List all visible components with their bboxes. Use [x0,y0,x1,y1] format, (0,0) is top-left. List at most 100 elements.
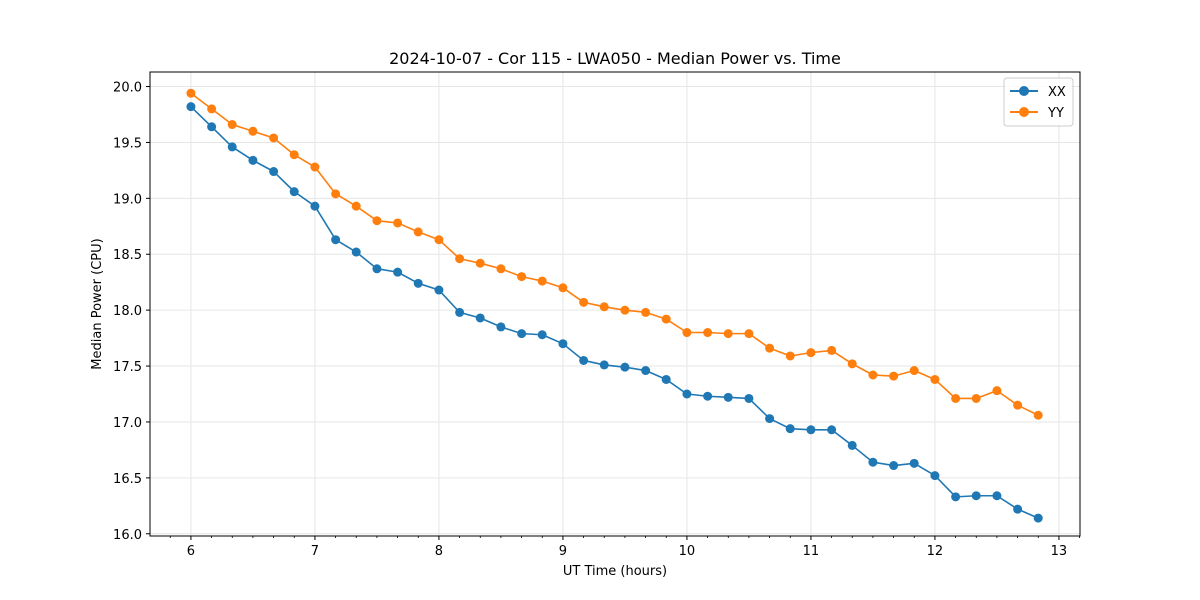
data-point-xx [393,267,403,277]
data-point-xx [186,102,196,112]
data-point-yy [496,264,506,274]
data-point-xx [372,264,382,274]
legend-label-xx: XX [1048,85,1066,100]
data-point-xx [744,393,754,403]
data-point-xx [723,392,733,402]
data-point-xx [455,307,465,317]
data-point-yy [289,150,299,160]
data-point-xx [289,187,299,197]
data-point-xx [310,201,320,211]
y-tick-label: 17.5 [113,360,142,375]
data-point-xx [930,471,940,481]
x-tick-label: 11 [803,544,820,559]
data-point-xx [661,374,671,384]
data-point-yy [723,329,733,339]
data-point-yy [517,272,527,282]
x-tick-label: 9 [559,544,567,559]
data-point-xx [599,360,609,370]
data-point-xx [868,457,878,467]
data-point-xx [889,461,899,471]
data-point-yy [703,328,713,338]
data-point-xx [475,313,485,323]
data-point-yy [889,371,899,381]
data-point-yy [620,305,630,315]
data-point-xx [951,492,961,502]
y-tick-label: 16.0 [113,528,142,543]
data-point-xx [1013,504,1023,514]
data-point-yy [1013,400,1023,410]
x-tick-label: 6 [187,544,195,559]
x-tick-label: 8 [435,544,443,559]
y-tick-label: 19.0 [113,192,142,207]
data-point-xx [641,366,651,376]
data-point-xx [248,155,258,165]
data-point-yy [310,162,320,172]
y-tick-label: 18.0 [113,304,142,319]
data-point-yy [806,348,816,358]
grid-lines [150,72,1080,536]
data-point-yy [207,104,217,114]
data-point-xx [207,122,217,132]
data-point-xx [558,339,568,349]
legend-marker-yy [1019,107,1029,117]
data-point-xx [517,329,527,339]
data-point-xx [827,425,837,435]
y-tick-label: 19.5 [113,136,142,151]
data-point-yy [868,370,878,380]
data-point-yy [331,189,341,199]
x-axis-label: UT Time (hours) [563,564,667,579]
data-point-yy [847,359,857,369]
data-point-xx [227,142,237,152]
data-point-yy [641,307,651,317]
data-point-yy [827,345,837,355]
data-point-xx [496,322,506,332]
data-point-yy [744,329,754,339]
data-point-yy [579,297,589,307]
data-point-xx [413,278,423,288]
data-point-yy [186,88,196,98]
data-point-xx [909,458,919,468]
data-point-yy [992,386,1002,396]
y-tick-label: 20.0 [113,81,142,96]
x-tick-label: 13 [1051,544,1068,559]
data-point-xx [331,235,341,245]
legend-label-yy: YY [1047,106,1064,121]
data-point-yy [248,126,258,136]
data-point-xx [971,491,981,501]
data-point-yy [909,366,919,376]
data-point-yy [1033,410,1043,420]
data-point-yy [599,302,609,312]
data-point-xx [269,167,279,177]
plot-frame [149,71,1081,537]
data-point-yy [227,120,237,130]
data-point-yy [951,393,961,403]
data-point-yy [434,235,444,245]
data-point-xx [992,491,1002,501]
data-point-xx [765,414,775,424]
data-point-xx [682,389,692,399]
data-point-yy [971,393,981,403]
data-point-xx [806,425,816,435]
data-point-yy [269,133,279,143]
x-tick-label: 10 [679,544,696,559]
data-point-xx [537,330,547,340]
y-tick-label: 18.5 [113,248,142,263]
data-point-yy [351,201,361,211]
data-point-xx [1033,513,1043,523]
axes: 6 7 8 9 10 11 12 13 16.0 16.5 17.0 17.5 18.0 18.5 19.0… [113,81,1080,559]
legend: XX YY [1003,77,1074,127]
y-axis-label: Median Power (CPU) [90,238,105,369]
data-point-xx [703,391,713,401]
data-point-xx [785,424,795,434]
data-point-yy [413,227,423,237]
y-tick-label: 16.5 [113,472,142,487]
data-point-yy [455,254,465,264]
x-tick-label: 7 [311,544,319,559]
x-tick-label: 12 [927,544,944,559]
plot-series [186,88,1043,523]
data-point-xx [847,440,857,450]
data-point-xx [351,247,361,257]
y-tick-label: 17.0 [113,416,142,431]
data-point-yy [930,374,940,384]
